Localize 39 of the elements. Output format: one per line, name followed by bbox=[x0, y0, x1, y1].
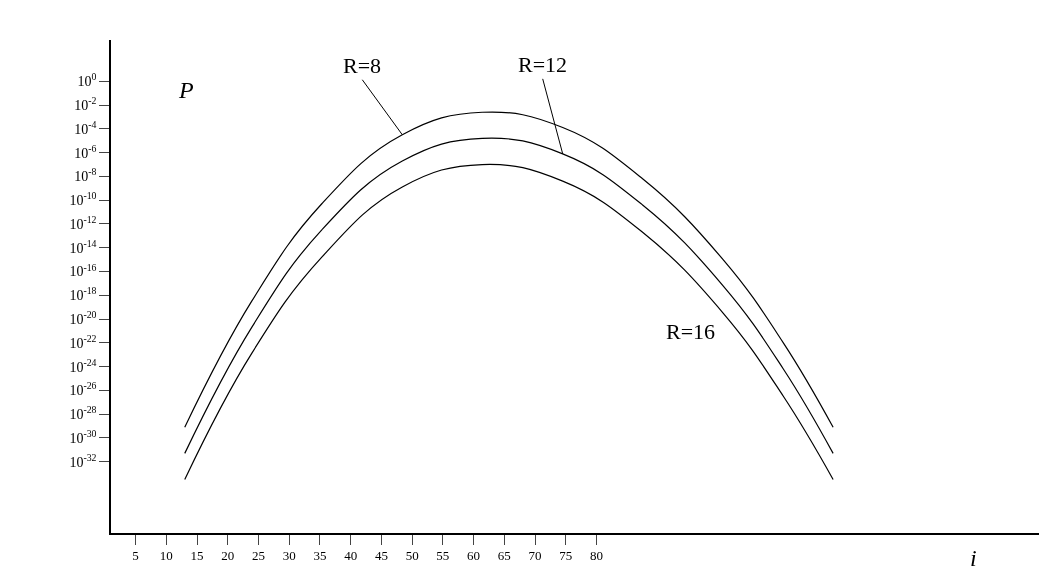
x-tick-label: 70 bbox=[528, 548, 542, 564]
y-tick-label: 10$^{-30}$ bbox=[69, 427, 97, 446]
series-label: R=16 bbox=[666, 319, 716, 344]
y-tick-label: 10$^{-4}$ bbox=[74, 118, 97, 137]
x-tick-label: 60 bbox=[467, 548, 481, 564]
x-tick-label: 40 bbox=[344, 548, 358, 564]
y-tick-label: 10$^{-28}$ bbox=[69, 404, 97, 423]
y-tick-label: 10$^{-10}$ bbox=[69, 190, 97, 209]
x-tick-label: 15 bbox=[190, 548, 204, 564]
y-tick-label: 10$^{-18}$ bbox=[69, 285, 97, 304]
text: R=12 bbox=[518, 52, 568, 77]
x-tick-label: 65 bbox=[497, 548, 511, 564]
y-tick-label: 10$^{-26}$ bbox=[69, 380, 97, 399]
y-tick-label: 10$^{-22}$ bbox=[69, 332, 97, 351]
x-tick-label: 50 bbox=[405, 548, 419, 564]
x-tick-label: 10 bbox=[159, 548, 173, 564]
y-tick-label: 10$^{-2}$ bbox=[74, 95, 97, 113]
x-tick-label: 25 bbox=[252, 548, 265, 564]
y-tick-label: 10$^{-20}$ bbox=[69, 309, 97, 327]
x-axis-title: i bbox=[970, 545, 977, 571]
y-tick-label: 10$^{-14}$ bbox=[69, 237, 97, 256]
x-tick-label: 55 bbox=[436, 548, 450, 564]
x-tick-label: 45 bbox=[374, 548, 388, 564]
y-tick-label: 10$^{0}$ bbox=[77, 71, 97, 90]
x-tick-label: 20 bbox=[221, 548, 235, 564]
line-series bbox=[184, 163, 834, 481]
y-axis-title: P bbox=[178, 77, 194, 103]
y-tick-label: 10$^{-24}$ bbox=[69, 356, 97, 375]
x-tick-label: 75 bbox=[559, 548, 573, 564]
y-tick-label: 10$^{-8}$ bbox=[74, 166, 97, 185]
x-tick-label: 5 bbox=[132, 548, 139, 564]
y-tick-label: 10$^{-12}$ bbox=[69, 213, 97, 232]
y-tick-label: 10$^{-6}$ bbox=[74, 142, 97, 161]
text: R=8 bbox=[343, 53, 382, 78]
y-tick-label: 10$^{-32}$ bbox=[69, 451, 97, 470]
y-tick-label: 10$^{-16}$ bbox=[69, 261, 97, 280]
x-tick-label: 30 bbox=[282, 548, 296, 564]
x-tick-label: 80 bbox=[590, 548, 604, 564]
x-tick-label: 35 bbox=[313, 548, 327, 564]
